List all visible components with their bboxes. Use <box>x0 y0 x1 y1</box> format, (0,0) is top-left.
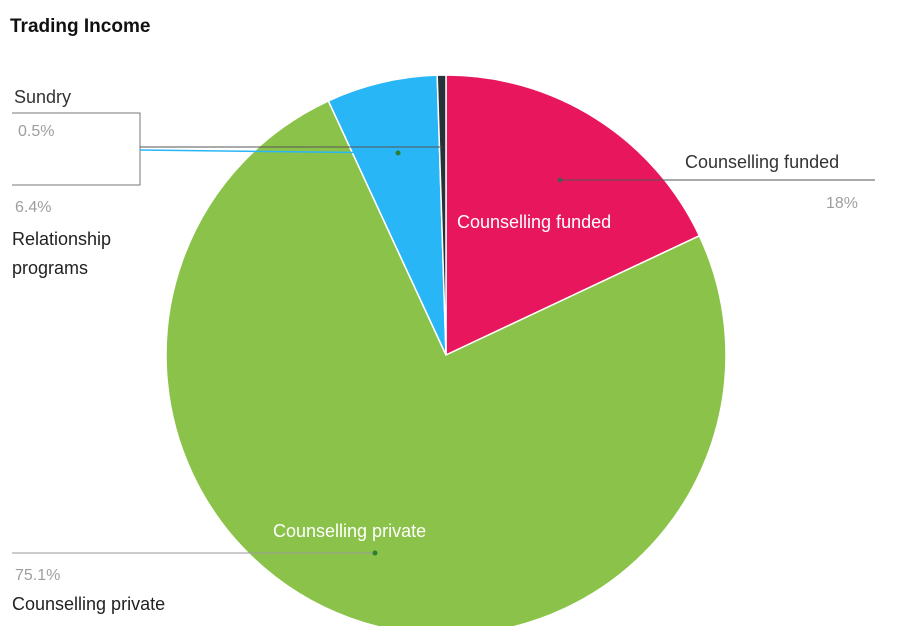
label-name-relationship-line1: Relationship <box>12 229 111 249</box>
label-pct-relationship: 6.4% <box>15 199 51 216</box>
pie-slices <box>165 74 727 626</box>
leader-dot-funded <box>557 177 563 183</box>
leader-dot-relationship <box>395 150 401 156</box>
leader-lines <box>12 112 875 556</box>
leader-line-relationship <box>139 149 401 154</box>
label-name-relationship-line2: programs <box>12 258 88 278</box>
in-slice-label-funded: Counselling funded <box>457 212 611 232</box>
leader-dot-private <box>372 550 378 556</box>
pie-slice-counselling-private <box>165 99 727 626</box>
label-name-sundry: Sundry <box>14 87 71 107</box>
pie-slice-relationship-programs <box>327 74 447 356</box>
leader-bracket-left <box>12 112 141 186</box>
in-slice-label-private: Counselling private <box>273 521 426 541</box>
pie-slice-counselling-funded <box>445 74 701 357</box>
label-pct-private: 75.1% <box>15 567 60 584</box>
chart-title: Trading Income <box>10 16 151 37</box>
label-name-funded: Counselling funded <box>685 152 839 172</box>
label-pct-sundry: 0.5% <box>18 123 54 140</box>
label-pct-funded: 18% <box>826 195 858 212</box>
label-name-private: Counselling private <box>12 594 165 614</box>
pie-slice-sundry <box>436 74 447 356</box>
